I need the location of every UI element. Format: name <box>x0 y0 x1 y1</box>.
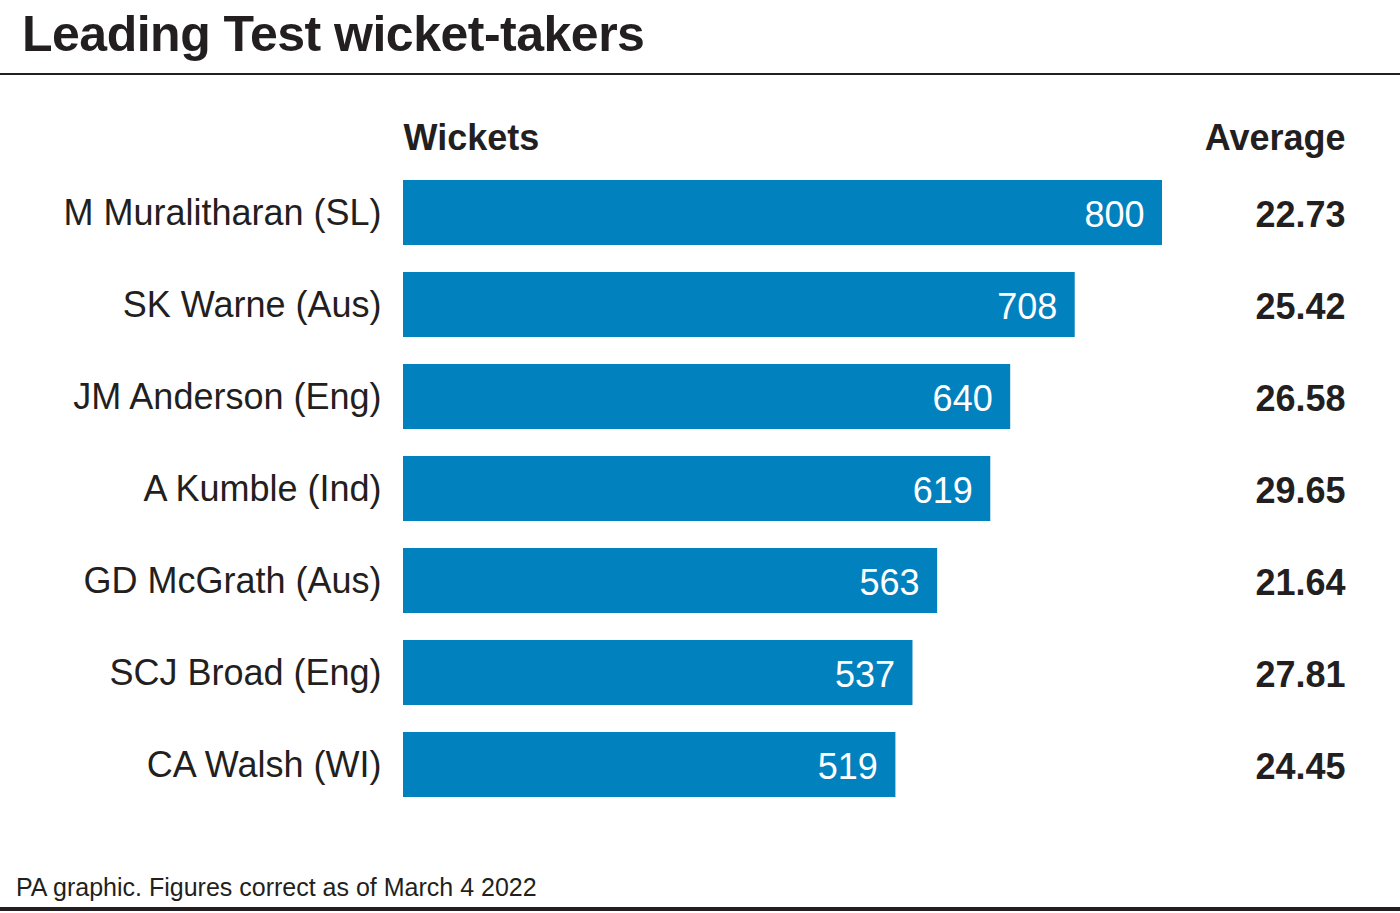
svg-text:22.73: 22.73 <box>1255 194 1345 235</box>
svg-text:A Kumble (Ind): A Kumble (Ind) <box>143 468 381 509</box>
svg-text:M Muralitharan (SL): M Muralitharan (SL) <box>63 192 381 233</box>
svg-text:537: 537 <box>835 654 895 695</box>
svg-text:JM Anderson (Eng): JM Anderson (Eng) <box>73 376 381 417</box>
svg-text:563: 563 <box>860 562 920 603</box>
svg-text:708: 708 <box>997 286 1057 327</box>
svg-text:27.81: 27.81 <box>1255 654 1345 695</box>
svg-text:25.42: 25.42 <box>1255 286 1345 327</box>
svg-text:800: 800 <box>1084 194 1144 235</box>
html-text:Leading Test wicket-takers: Leading Test wicket-takers <box>22 6 645 62</box>
svg-text:SCJ Broad (Eng): SCJ Broad (Eng) <box>109 652 381 693</box>
svg-text:GD McGrath (Aus): GD McGrath (Aus) <box>83 560 381 601</box>
svg-text:26.58: 26.58 <box>1255 378 1345 419</box>
svg-text:Average: Average <box>1205 117 1346 158</box>
svg-text:SK Warne (Aus): SK Warne (Aus) <box>123 284 382 325</box>
svg-text:Wickets: Wickets <box>404 117 540 158</box>
svg-text:29.65: 29.65 <box>1255 470 1345 511</box>
svg-text:619: 619 <box>913 470 973 511</box>
svg-text:519: 519 <box>818 746 878 787</box>
svg-text:640: 640 <box>933 378 993 419</box>
svg-text:CA Walsh (WI): CA Walsh (WI) <box>147 744 382 785</box>
svg-text:21.64: 21.64 <box>1255 562 1345 603</box>
html-text:PA graphic. Figures correct as: PA graphic. Figures correct as of March … <box>16 873 537 901</box>
svg-text:24.45: 24.45 <box>1255 746 1345 787</box>
